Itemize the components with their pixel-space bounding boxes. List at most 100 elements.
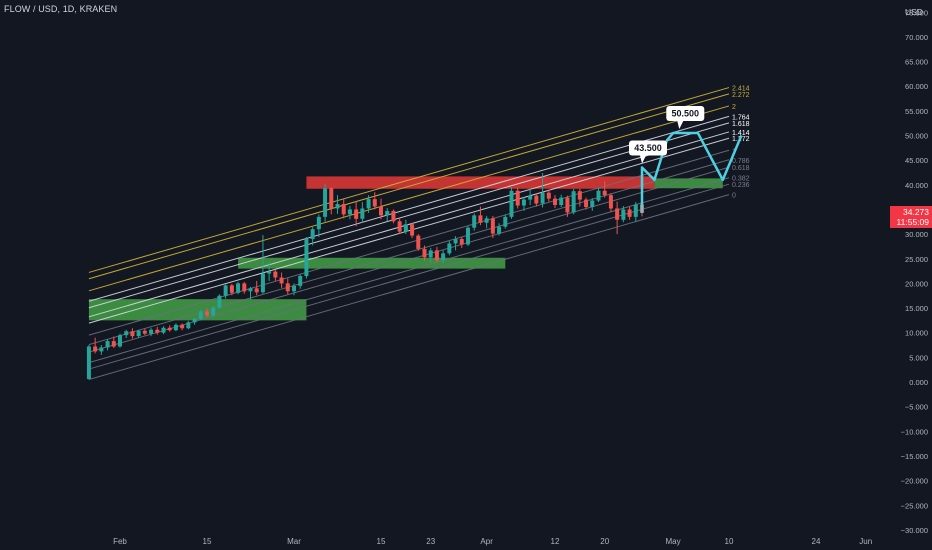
candle-body <box>503 216 508 227</box>
candle-body <box>229 285 234 293</box>
candle-body <box>149 329 154 334</box>
callout-label: 50.500 <box>672 109 700 119</box>
price-tick-label: −25.000 <box>901 501 928 510</box>
candle-body <box>236 283 241 293</box>
price-tick-label: 50.000 <box>905 132 928 141</box>
candle-body <box>99 347 104 352</box>
candle-body <box>466 227 470 245</box>
candle-body <box>584 199 589 207</box>
candle-body <box>279 277 284 284</box>
currency-label: USD <box>905 7 923 17</box>
price-badge-box <box>890 206 932 228</box>
price-tick-label: 70.000 <box>905 33 928 42</box>
candle-body <box>93 346 98 352</box>
candle-body <box>590 200 595 207</box>
time-tick-label: 10 <box>725 537 734 546</box>
time-tick-label: 15 <box>203 537 212 546</box>
time-tick-label: 15 <box>377 537 386 546</box>
time-tick-label: 12 <box>551 537 560 546</box>
time-tick-label: 23 <box>426 537 435 546</box>
fib-level-label: 0 <box>732 193 736 200</box>
fib-level-label: 2.414 <box>732 86 750 93</box>
callout-label: 43.500 <box>634 143 662 153</box>
candle-body <box>391 210 396 222</box>
price-tick-label: 60.000 <box>905 82 928 91</box>
fib-level-line <box>88 122 730 309</box>
candle-body <box>615 208 620 220</box>
price-tick-label: −15.000 <box>901 452 928 461</box>
candle-body <box>397 221 402 232</box>
candle-body <box>428 250 433 258</box>
price-tick-label: 0.000 <box>909 378 928 387</box>
fib-level-label: 0.236 <box>732 182 750 189</box>
candle-body <box>621 209 626 220</box>
candle-body <box>223 285 228 296</box>
candle-body <box>509 190 514 217</box>
fib-level-line <box>88 87 730 273</box>
candle-body <box>422 248 427 258</box>
candle-body <box>627 209 632 217</box>
candle-body <box>192 318 197 323</box>
candle-body <box>540 192 545 204</box>
price-axis[interactable]: 75.000 70.000 65.000 60.000 55.000 50.000 45.0… <box>901 8 928 535</box>
candle-body <box>161 327 166 333</box>
candle-body <box>304 239 309 277</box>
candle-body <box>292 285 296 292</box>
time-tick-label: May <box>666 537 681 546</box>
price-tick-label: 40.000 <box>905 181 928 190</box>
price-callout: 50.500 <box>666 106 705 130</box>
candle-body <box>198 311 203 319</box>
candle-body <box>372 199 377 207</box>
candle-body <box>242 283 247 292</box>
candle-body <box>596 190 601 201</box>
candle-body <box>354 209 359 219</box>
candle-body <box>267 271 272 274</box>
candle-body <box>335 204 340 209</box>
candle-body <box>434 250 439 261</box>
candle-body <box>602 190 607 196</box>
candle-body <box>497 226 502 234</box>
candle-body <box>447 243 452 254</box>
candle-body <box>273 271 278 278</box>
candle-body <box>341 204 346 215</box>
time-tick-label: Mar <box>287 537 301 546</box>
candle-body <box>86 346 91 380</box>
projection-layer: 43.500 50.500 <box>629 106 743 213</box>
time-tick-label: Feb <box>113 537 127 546</box>
candle-body <box>167 327 172 331</box>
candle-body <box>260 273 265 293</box>
callout-pointer <box>677 121 684 130</box>
callout-pointer <box>640 155 646 164</box>
candle-body <box>173 324 178 331</box>
price-badge-countdown: 11:55:09 <box>897 217 930 227</box>
fib-level-label: 1.414 <box>732 130 750 137</box>
symbol-title: FLOW / USD, 1D, KRAKEN <box>4 4 118 14</box>
candle-body <box>534 195 539 204</box>
fib-level-line <box>88 194 730 381</box>
time-axis[interactable]: Feb 15 Mar 15 23 Apr 12 20 May 10 24 Jun <box>113 537 872 546</box>
candle-body <box>298 276 303 286</box>
price-tick-label: 65.000 <box>905 58 928 67</box>
callout-box <box>666 106 705 122</box>
candle-body <box>130 331 135 337</box>
candle-body <box>254 288 259 293</box>
fib-level-line <box>88 159 730 346</box>
candle-body <box>528 195 533 200</box>
price-badge: 34.273 11:55:09 <box>890 206 932 228</box>
candle-body <box>205 311 209 316</box>
fib-level-line <box>88 177 730 364</box>
candle-body <box>521 199 526 206</box>
candle-body <box>608 195 613 209</box>
candle-body <box>347 209 352 215</box>
fib-level-line <box>88 131 730 318</box>
candle-body <box>441 253 446 261</box>
price-tick-label: 10.000 <box>905 329 928 338</box>
time-tick-label: 20 <box>600 537 609 546</box>
callout-box <box>629 140 667 156</box>
candle-body <box>316 216 321 230</box>
price-tick-label: 75.000 <box>905 8 928 17</box>
candle-body <box>211 307 216 316</box>
candle-body <box>310 229 315 240</box>
